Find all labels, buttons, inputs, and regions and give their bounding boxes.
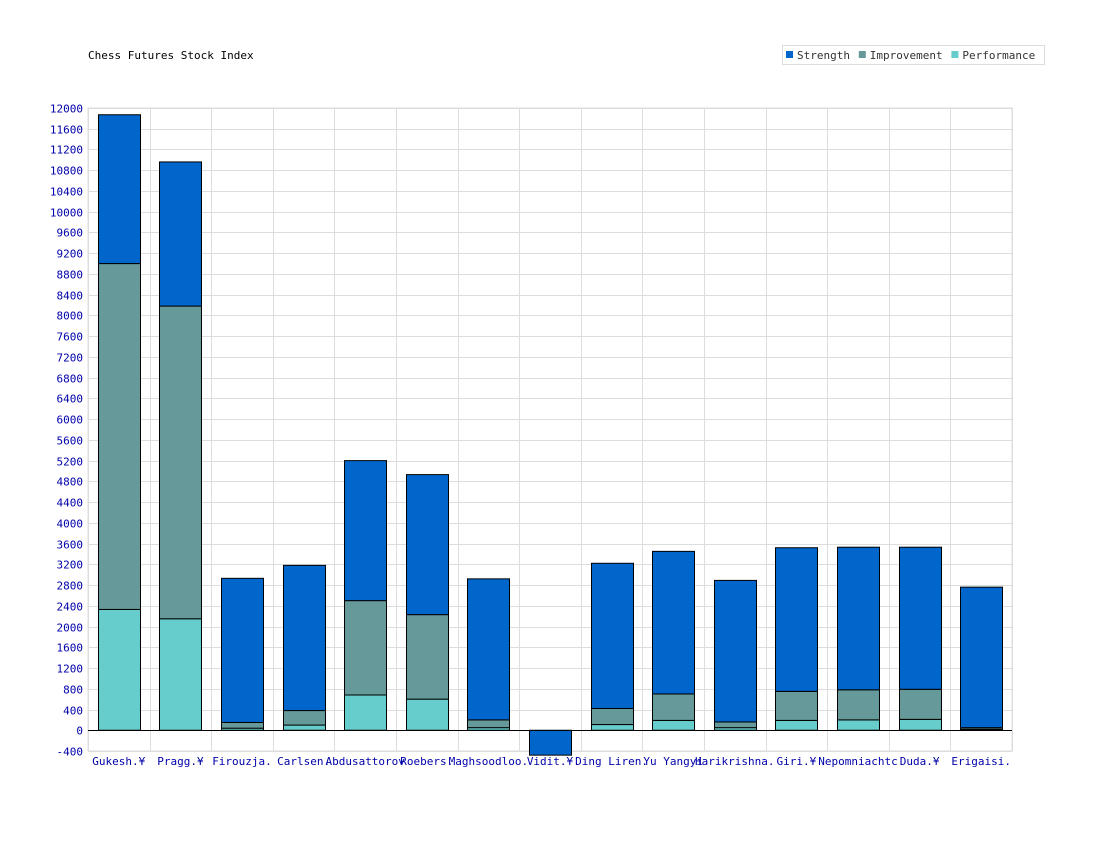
x-tick-label: Vidit.¥ bbox=[527, 755, 574, 768]
bar-segment-improvement bbox=[714, 721, 757, 729]
y-tick-label: 6400 bbox=[57, 393, 84, 406]
y-tick-label: 6000 bbox=[57, 414, 84, 427]
bar-segment-strength bbox=[899, 546, 942, 690]
x-tick-label: Roebers. bbox=[400, 755, 453, 768]
y-tick-label: 8000 bbox=[57, 310, 84, 323]
y-tick-label: 3200 bbox=[57, 559, 84, 572]
y-tick-label: 4400 bbox=[57, 497, 84, 510]
y-tick-label: 8400 bbox=[57, 290, 84, 303]
bars bbox=[88, 114, 1012, 756]
bar-segment-performance bbox=[652, 719, 695, 731]
bar-segment-performance bbox=[283, 724, 326, 731]
x-tick-label: Giri.¥ bbox=[777, 755, 817, 768]
bar-segment-strength bbox=[221, 577, 264, 723]
y-tick-label: 11600 bbox=[50, 124, 83, 137]
bar-segment-improvement bbox=[159, 305, 202, 620]
bar-segment-strength bbox=[591, 562, 634, 709]
bar-segment-strength bbox=[344, 460, 387, 602]
bar-segment-strength bbox=[714, 579, 757, 723]
bar-segment-strength bbox=[960, 586, 1003, 729]
y-tick-label: 2400 bbox=[57, 601, 84, 614]
y-tick-label: 7200 bbox=[57, 352, 84, 365]
legend: Strength Improvement Performance bbox=[782, 45, 1045, 65]
bar-segment-performance bbox=[159, 618, 202, 731]
y-tick-label: -400 bbox=[57, 746, 84, 759]
x-tick-label: Duda.¥ bbox=[900, 755, 940, 768]
bar-segment-performance bbox=[775, 719, 818, 731]
legend-swatch bbox=[951, 51, 959, 58]
bar-segment-performance bbox=[406, 698, 449, 731]
y-tick-label: 10400 bbox=[50, 186, 83, 199]
bar-segment-improvement bbox=[98, 263, 141, 610]
bar-segment-improvement bbox=[221, 721, 264, 729]
y-tick-label: 6800 bbox=[57, 373, 84, 386]
bar-segment-strength bbox=[406, 474, 449, 616]
bar-segment-improvement bbox=[775, 690, 818, 721]
legend-box bbox=[782, 45, 1045, 65]
y-tick-label: 800 bbox=[63, 684, 83, 697]
x-tick-label: Maghsoodloo. bbox=[449, 755, 528, 768]
y-tick-label: 5200 bbox=[57, 456, 84, 469]
bar-segment-improvement bbox=[652, 693, 695, 721]
x-tick-label: Nepomniachtc bbox=[818, 755, 897, 768]
chart-title: Chess Futures Stock Index bbox=[88, 49, 254, 62]
bar-segment-improvement bbox=[467, 719, 510, 729]
bar-segment-strength bbox=[98, 114, 141, 265]
y-tick-label: 8800 bbox=[57, 269, 84, 282]
bar-segment-improvement bbox=[283, 710, 326, 726]
y-tick-label: 400 bbox=[63, 705, 83, 718]
y-tick-label: 5600 bbox=[57, 435, 84, 448]
y-tick-label: 9600 bbox=[57, 227, 84, 240]
x-tick-label: Pragg.¥ bbox=[157, 755, 204, 768]
bar-segment-performance bbox=[837, 719, 880, 731]
bar-segment-strength bbox=[529, 729, 572, 756]
y-tick-label: 1200 bbox=[57, 663, 84, 676]
x-tick-label: Gukesh.¥ bbox=[92, 755, 145, 768]
bar-segment-improvement bbox=[344, 600, 387, 696]
bar-segment-strength bbox=[775, 547, 818, 692]
bar-segment-performance bbox=[591, 724, 634, 731]
y-tick-label: 2800 bbox=[57, 580, 84, 593]
bar-segment-performance bbox=[344, 694, 387, 731]
y-tick-label: 2000 bbox=[57, 622, 84, 635]
y-tick-label: 10800 bbox=[50, 165, 83, 178]
bar-segment-strength bbox=[652, 550, 695, 695]
bar-segment-strength bbox=[283, 564, 326, 712]
y-tick-label: 9200 bbox=[57, 248, 84, 261]
y-tick-label: 11200 bbox=[50, 144, 83, 157]
x-tick-label: Firouzja. bbox=[212, 755, 272, 768]
y-tick-label: 4000 bbox=[57, 518, 84, 531]
y-tick-label: 4800 bbox=[57, 476, 84, 489]
bar-segment-improvement bbox=[406, 614, 449, 700]
bar-segment-performance bbox=[899, 718, 942, 731]
y-tick-label: 10000 bbox=[50, 207, 83, 220]
y-tick-label: 3600 bbox=[57, 539, 84, 552]
bar-segment-performance bbox=[98, 608, 141, 731]
y-tick-label: 0 bbox=[76, 725, 83, 738]
legend-label: Strength bbox=[797, 49, 850, 62]
bar-segment-improvement bbox=[591, 707, 634, 726]
x-tick-label: Erigaisi. bbox=[951, 755, 1011, 768]
y-tick-label: 7600 bbox=[57, 331, 84, 344]
bar-segment-strength bbox=[467, 578, 510, 721]
bar-segment-strength bbox=[159, 161, 202, 307]
bar-segment-improvement bbox=[899, 688, 942, 720]
x-tick-label: Yu Yangyi bbox=[643, 755, 703, 768]
legend-swatch bbox=[786, 51, 793, 58]
x-tick-label: Carlsen. bbox=[277, 755, 330, 768]
x-tick-label: Abdusattorov bbox=[325, 755, 405, 768]
bar-segment-strength bbox=[837, 546, 880, 691]
y-tick-label: 1600 bbox=[57, 642, 84, 655]
y-axis: -400 0 400 800 1200 1600 2000 2400 2800 3200 3600 4… bbox=[50, 103, 83, 759]
y-tick-label: 12000 bbox=[50, 103, 83, 116]
x-tick-label: Harikrishna. bbox=[695, 755, 774, 768]
x-axis: Gukesh.¥ Pragg.¥ Firouzja. Carlsen.Abdusatt… bbox=[92, 755, 1011, 768]
bar-segment-improvement bbox=[837, 689, 880, 721]
legend-label: Performance bbox=[962, 49, 1035, 62]
x-tick-label: Ding Liren. bbox=[575, 755, 648, 768]
legend-label: Improvement bbox=[870, 49, 943, 62]
legend-swatch bbox=[858, 51, 866, 58]
